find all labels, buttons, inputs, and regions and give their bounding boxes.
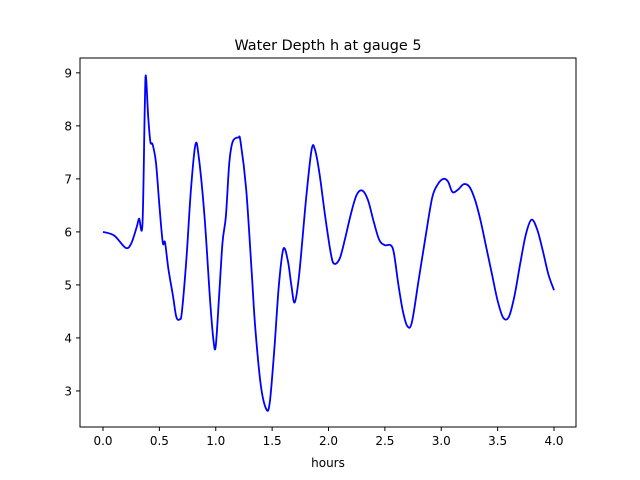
x-axis: 0.0 0.5 1.0 1.5 2.0 2.5 3.0 3.5 4.0: [93, 427, 564, 448]
axes-frame: [79, 57, 577, 428]
y-tick-label: 3: [64, 384, 72, 398]
x-tick-label: 2.0: [319, 434, 338, 448]
x-axis-label: hours: [311, 456, 345, 470]
x-tick-label: 3.5: [488, 434, 507, 448]
chart-title: Water Depth h at gauge 5: [234, 38, 421, 54]
x-tick-label: 1.0: [206, 434, 225, 448]
x-tick-label: 4.0: [544, 434, 563, 448]
x-tick-label: 0.0: [93, 434, 112, 448]
x-tick-label: 1.5: [263, 434, 282, 448]
y-tick-label: 4: [64, 331, 72, 345]
y-tick-label: 5: [64, 278, 72, 292]
x-tick-label: 0.5: [150, 434, 169, 448]
y-tick-label: 8: [64, 119, 72, 133]
y-axis: 3 4 5 6 7 8 9: [64, 66, 80, 398]
x-tick-label: 2.5: [375, 434, 394, 448]
y-tick-label: 7: [64, 172, 72, 186]
plot-area: [102, 74, 555, 412]
series-line-h: [102, 74, 555, 412]
y-tick-label: 9: [64, 66, 72, 80]
x-tick-label: 3.0: [432, 434, 451, 448]
y-tick-label: 6: [64, 225, 72, 239]
